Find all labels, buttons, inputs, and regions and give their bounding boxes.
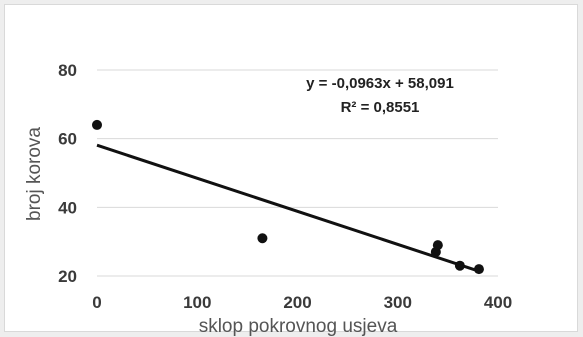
r-squared-label: R² = 0,8551 (341, 99, 420, 116)
trendline (96, 143, 480, 273)
y-tick-label: 40 (58, 198, 77, 217)
x-tick-label: 100 (183, 293, 211, 312)
data-point (454, 260, 465, 271)
x-tick-label: 200 (283, 293, 311, 312)
y-tick-label: 20 (58, 267, 77, 286)
data-point (432, 240, 443, 251)
y-tick-label: 60 (58, 130, 77, 149)
y-tick-label: 80 (58, 61, 77, 80)
data-point (257, 233, 268, 244)
tick-labels: 20 40 60 80 0 100 200 300 400 (58, 61, 512, 312)
grid-lines (97, 69, 498, 277)
chart-frame (4, 4, 578, 332)
trendline-equation: y = -0,0963x + 58,091 (306, 75, 454, 92)
data-points (92, 119, 484, 275)
data-point (473, 264, 484, 275)
x-tick-label: 0 (92, 293, 101, 312)
x-tick-label: 300 (384, 293, 412, 312)
y-axis-title: broj korova (24, 127, 45, 221)
x-axis-title: sklop pokrovnog usjeva (199, 316, 398, 337)
data-point (92, 119, 102, 130)
x-tick-label: 400 (484, 293, 512, 312)
